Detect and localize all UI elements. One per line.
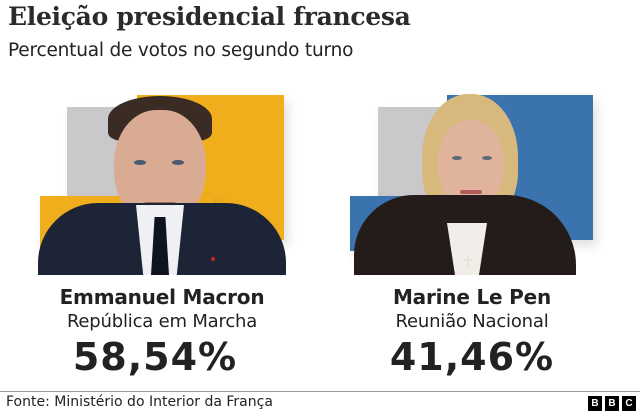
candidate-panel-macron — [30, 90, 310, 280]
bbc-logo-letter: C — [622, 396, 636, 411]
candidate-party: Reunião Nacional — [395, 311, 549, 332]
le-pen-portrait — [354, 90, 578, 275]
source-note: Fonte: Ministério do Interior da França — [6, 394, 273, 410]
chart-subtitle: Percentual de votos no segundo turno — [8, 40, 354, 61]
macron-portrait — [38, 90, 288, 275]
vote-percentage: 41,46% — [389, 335, 555, 379]
bbc-logo: B B C — [588, 396, 636, 411]
cross-necklace-icon — [464, 256, 472, 268]
bbc-logo-letter: B — [605, 396, 619, 411]
flag-pin-icon — [211, 257, 215, 261]
candidate-name: Emmanuel Macron — [59, 285, 265, 309]
candidate-panel-le-pen — [340, 90, 620, 280]
vote-percentage: 58,54% — [72, 335, 238, 379]
candidate-party: República em Marcha — [66, 311, 258, 332]
bbc-logo-letter: B — [588, 396, 602, 411]
footer-divider — [0, 391, 640, 392]
chart-title: Eleição presidencial francesa — [8, 2, 411, 31]
candidate-name: Marine Le Pen — [392, 285, 551, 309]
